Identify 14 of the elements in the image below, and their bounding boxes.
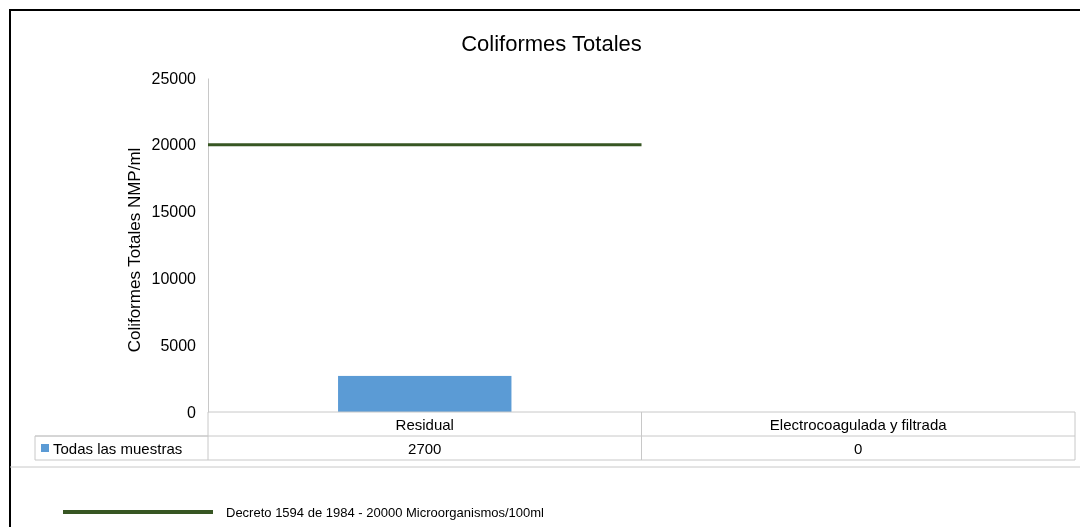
chart-title: Coliformes Totales (461, 31, 642, 56)
data-label: 0 (854, 440, 863, 457)
y-tick-label: 25000 (151, 69, 197, 87)
legend-label: Todas las muestras (53, 440, 183, 457)
y-tick-label: 15000 (151, 203, 197, 221)
y-tick-label: 0 (187, 403, 197, 421)
y-tick-label: 20000 (151, 136, 197, 154)
data-label: 2700 (408, 440, 442, 457)
x-tick-label: Electrocoagulada y filtrada (769, 416, 948, 433)
y-tick-label: 10000 (151, 270, 197, 288)
text: Decreto 1594 de 1984 - 20000 Microorganismos/100ml (226, 504, 545, 520)
x-tick-label: Residual (395, 416, 454, 433)
y-tick-label: 5000 (160, 336, 197, 354)
y-axis-title: Coliformes Totales NMP/ml (125, 147, 144, 353)
